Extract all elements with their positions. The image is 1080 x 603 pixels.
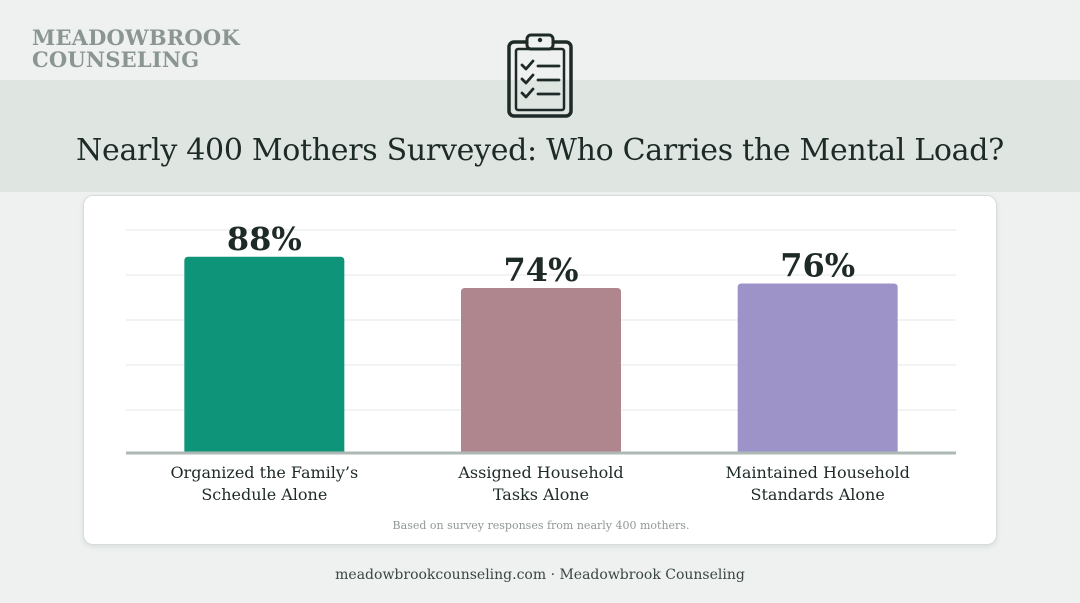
brand-line-2: COUNSELING	[32, 47, 200, 72]
category-label: Organized the Family’s	[170, 463, 358, 482]
brand-line-1: MEADOWBROOK	[32, 25, 240, 50]
clipboard-checklist-icon	[507, 33, 573, 118]
category-label: Assigned Household	[457, 463, 623, 482]
category-label: Schedule Alone	[201, 485, 327, 504]
bar-chart: 88% Organized the Family’s Schedule Alone 7…	[126, 220, 956, 504]
bar-value-label: 76%	[780, 247, 855, 285]
category-label: Tasks Alone	[493, 485, 589, 504]
bar	[461, 287, 621, 453]
chart-card: 88% Organized the Family’s Schedule Alone 7…	[83, 195, 997, 545]
bar	[184, 256, 345, 453]
bar	[737, 283, 898, 453]
bar-value-label: 88%	[227, 220, 302, 258]
category-label: Standards Alone	[751, 485, 885, 504]
bar-value-label: 74%	[504, 251, 579, 289]
header-band	[0, 80, 1080, 192]
page-title: Nearly 400 Mothers Surveyed: Who Carries…	[76, 133, 1004, 168]
category-label: Maintained Household	[725, 463, 909, 482]
survey-note: Based on survey responses from nearly 40…	[392, 519, 690, 532]
brand-logo: MEADOWBROOK COUNSELING	[32, 27, 240, 71]
footer-text: meadowbrookcounseling.com · Meadowbrook …	[335, 567, 745, 583]
